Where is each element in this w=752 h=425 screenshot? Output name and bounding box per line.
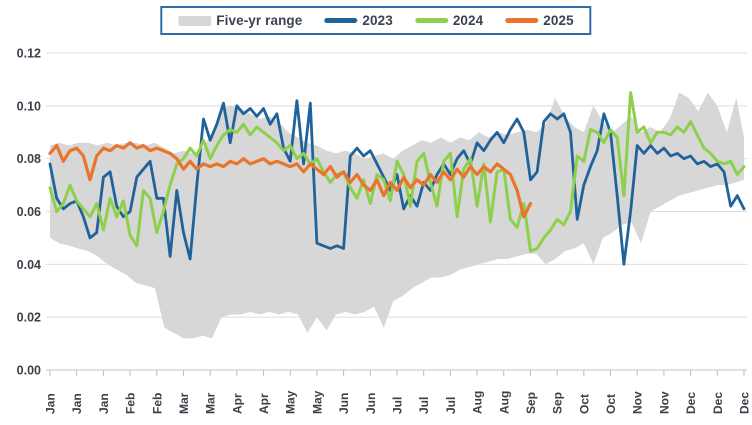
svg-text:Apr: Apr [257,393,271,414]
svg-text:0.04: 0.04 [17,258,41,272]
svg-text:Nov: Nov [631,391,645,414]
legend-label-2023: 2023 [362,13,393,28]
legend-entry-2024: 2024 [414,13,484,28]
chart-legend: Five-yr range 2023 2024 2025 [160,6,592,35]
svg-text:Mar: Mar [204,392,218,414]
legend-entry-2025: 2025 [505,13,574,28]
series-line-2023 [48,99,746,266]
svg-text:Jun: Jun [337,393,351,414]
svg-text:Sep: Sep [551,392,565,414]
svg-text:Mar: Mar [177,392,191,414]
svg-text:Jul: Jul [391,397,405,414]
legend-entry-2023: 2023 [324,13,393,28]
svg-text:0.12: 0.12 [17,47,41,61]
svg-text:Jul: Jul [417,397,431,414]
svg-text:Jun: Jun [364,393,378,414]
svg-text:Sep: Sep [524,392,538,414]
line-2023-swatch-icon [324,18,358,23]
legend-label-2025: 2025 [543,13,574,28]
series-line-2024 [48,91,746,253]
svg-text:Jan: Jan [70,393,84,414]
svg-text:Feb: Feb [124,393,138,414]
svg-text:0.08: 0.08 [17,152,41,166]
svg-text:Jan: Jan [44,393,58,414]
svg-text:Dec: Dec [738,392,752,414]
five-yr-range-band [50,92,744,339]
series-line-2025 [48,141,533,219]
svg-text:Aug: Aug [471,391,485,414]
svg-text:Nov: Nov [657,391,671,414]
svg-text:0.10: 0.10 [17,99,41,113]
legend-label-five-yr-range: Five-yr range [216,13,303,28]
line-2024-swatch-icon [414,18,448,23]
svg-text:Aug: Aug [497,391,511,414]
y-axis-labels: 0.00 0.02 0.04 0.06 0.08 0.10 0.12 [17,47,41,378]
legend-entry-five-yr-range: Five-yr range [178,13,302,28]
svg-text:Oct: Oct [604,394,618,414]
svg-text:May: May [284,390,298,414]
five-yr-range-swatch-icon [178,15,212,26]
svg-text:Oct: Oct [577,394,591,414]
svg-text:0.02: 0.02 [17,311,41,325]
svg-text:Apr: Apr [230,393,244,414]
legend-label-2024: 2024 [452,13,484,28]
svg-text:Jul: Jul [444,397,458,414]
x-axis [46,369,747,376]
svg-text:0.00: 0.00 [17,364,41,378]
svg-text:Dec: Dec [684,392,698,414]
svg-text:0.06: 0.06 [17,205,41,219]
svg-text:Jan: Jan [97,393,111,414]
x-axis-labels: Jan Jan Jan Feb Feb Mar Mar Apr Apr May May Jun Jun J… [44,390,752,414]
line-2025-swatch-icon [505,18,539,23]
svg-text:May: May [310,390,324,414]
svg-text:Dec: Dec [711,392,725,414]
svg-text:Feb: Feb [150,393,164,414]
